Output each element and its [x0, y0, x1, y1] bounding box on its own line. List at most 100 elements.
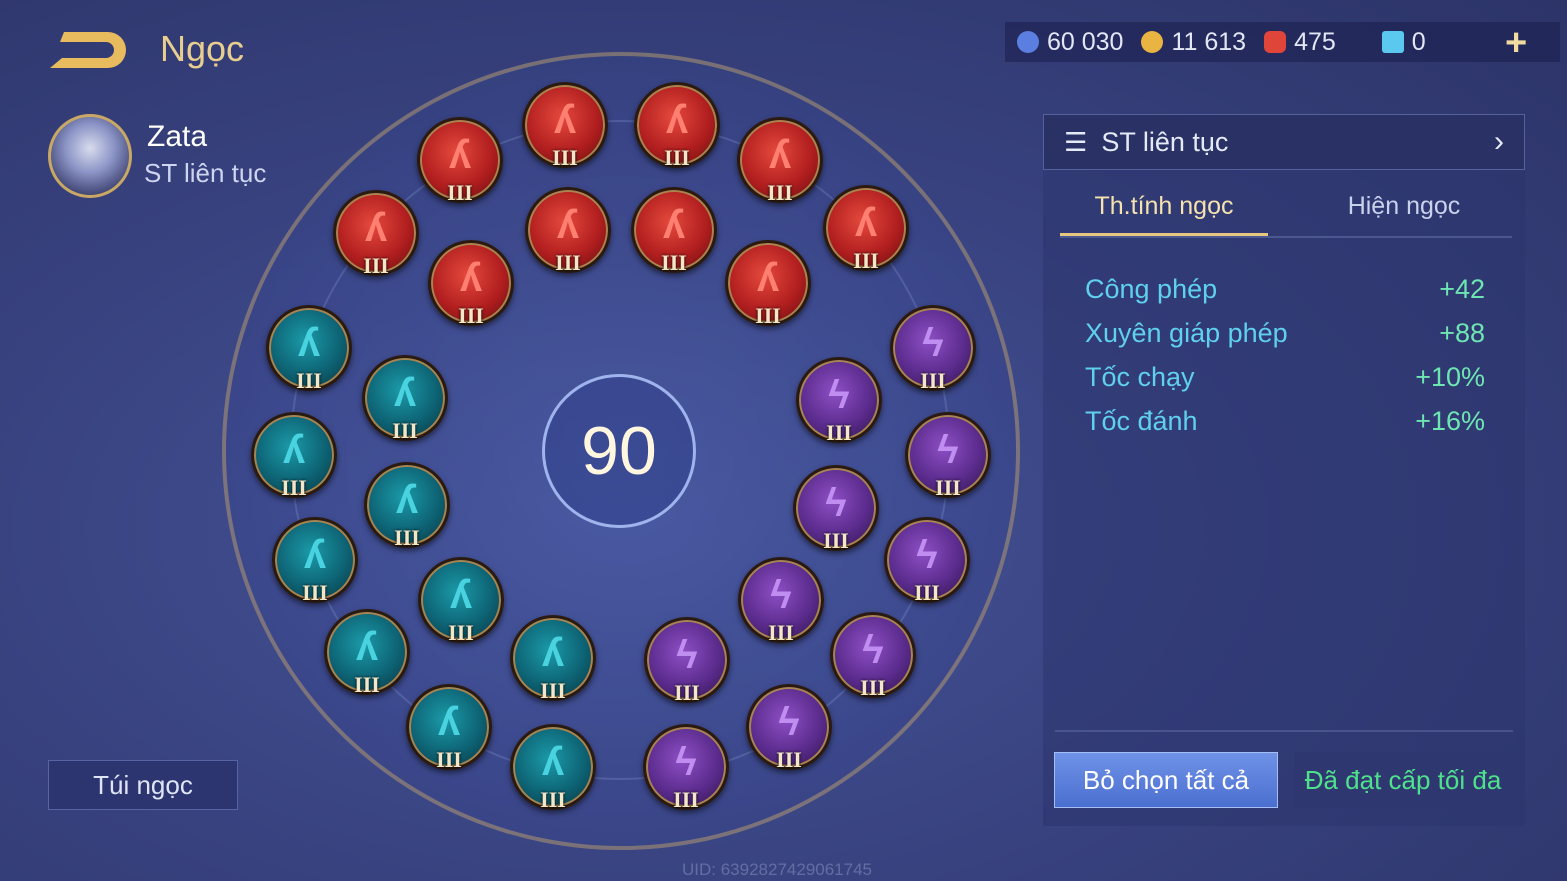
- gold-coin-icon: [1141, 31, 1164, 53]
- purple-gem-icon: ϟ: [916, 532, 938, 577]
- gem-level-label: III: [447, 180, 473, 205]
- red-gem-icon: ʎ: [459, 255, 483, 300]
- gem-slot-teal[interactable]: ʎ III: [251, 412, 337, 500]
- gem-slot-teal[interactable]: ʎ III: [406, 684, 492, 772]
- hero-name: Zata: [147, 120, 208, 153]
- card-icon: [1381, 31, 1404, 53]
- red-gem-icon: ʎ: [768, 132, 792, 177]
- gem-slot-teal[interactable]: ʎ III: [364, 462, 450, 550]
- gem-level-label: III: [674, 680, 700, 705]
- gem-level-label: III: [664, 145, 690, 170]
- hero-set-name: ST liên tục: [144, 158, 267, 188]
- gem-slot-red[interactable]: ʎ III: [428, 240, 514, 328]
- gem-slot-purple[interactable]: ϟ III: [746, 684, 832, 772]
- add-resource-button[interactable]: +: [1505, 22, 1528, 64]
- max-level-status: Đã đạt cấp tối đa: [1294, 752, 1512, 808]
- gem-level-label: III: [860, 675, 886, 700]
- red-gem-icon: ʎ: [662, 202, 686, 247]
- stat-value: +42: [1439, 274, 1485, 304]
- resource-value: 60 030: [1047, 27, 1124, 56]
- avatar[interactable]: [48, 114, 132, 198]
- gem-level-label: III: [768, 620, 794, 645]
- gem-slot-red[interactable]: ʎ III: [634, 82, 720, 170]
- gem-slot-purple[interactable]: ϟ III: [644, 617, 730, 705]
- gem-level-label: III: [767, 180, 793, 205]
- red-gem-icon: ʎ: [854, 200, 878, 245]
- gem-slot-teal[interactable]: ʎ III: [510, 724, 596, 812]
- unselect-all-button[interactable]: Bỏ chọn tất cả: [1054, 752, 1278, 808]
- gem-slot-purple[interactable]: ϟ III: [890, 305, 976, 393]
- gem-slot-teal[interactable]: ʎ III: [324, 609, 410, 697]
- teal-gem-icon: ʎ: [282, 427, 306, 472]
- gem-slot-purple[interactable]: ϟ III: [738, 557, 824, 645]
- gem-info-panel: [1043, 114, 1525, 826]
- gem-level-label: III: [540, 678, 566, 703]
- teal-gem-icon: ʎ: [297, 320, 321, 365]
- purple-gem-icon: ϟ: [828, 372, 850, 417]
- resource-card: 0: [1381, 27, 1426, 57]
- stat-value: +16%: [1415, 406, 1485, 436]
- gem-slot-teal[interactable]: ʎ III: [272, 517, 358, 605]
- gem-slot-teal[interactable]: ʎ III: [266, 305, 352, 393]
- teal-gem-icon: ʎ: [541, 630, 565, 675]
- resource-red-gem: 475: [1264, 28, 1336, 57]
- gem-slot-red[interactable]: ʎ III: [417, 117, 503, 205]
- gem-slot-purple[interactable]: ϟ III: [830, 612, 916, 700]
- gem-level-label: III: [555, 250, 581, 275]
- gem-slot-red[interactable]: ʎ III: [823, 185, 909, 273]
- gem-slot-purple[interactable]: ϟ III: [643, 724, 729, 812]
- gem-level-label: III: [394, 525, 420, 550]
- gem-slot-red[interactable]: ʎ III: [333, 190, 419, 278]
- stat-row: Xuyên giáp phép +88: [1085, 318, 1485, 349]
- gem-slot-purple[interactable]: ϟ III: [884, 517, 970, 605]
- gem-slot-purple[interactable]: ϟ III: [793, 465, 879, 553]
- teal-gem-icon: ʎ: [541, 739, 565, 784]
- gem-level-label: III: [436, 747, 462, 772]
- tab-gem-stats[interactable]: Th.tính ngọc: [1060, 192, 1268, 236]
- gem-bag-button[interactable]: Túi ngọc: [48, 760, 238, 810]
- stat-name: Công phép: [1085, 274, 1218, 304]
- stat-name: Tốc đánh: [1085, 406, 1198, 436]
- stat-value: +10%: [1415, 362, 1485, 392]
- stat-name: Tốc chạy: [1085, 362, 1195, 392]
- gem-level-label: III: [826, 420, 852, 445]
- resource-value: 11 613: [1171, 27, 1247, 56]
- stat-row: Công phép +42: [1085, 274, 1485, 305]
- back-arrow-icon[interactable]: [48, 28, 126, 70]
- gem-slot-purple[interactable]: ϟ III: [905, 412, 991, 500]
- blue-coin-icon: [1017, 31, 1039, 53]
- tab-show-gems[interactable]: Hiện ngọc: [1347, 192, 1461, 220]
- teal-gem-icon: ʎ: [449, 572, 473, 617]
- red-gem-icon: ʎ: [665, 97, 689, 142]
- purple-gem-icon: ϟ: [778, 699, 800, 744]
- stat-name: Xuyên giáp phép: [1085, 318, 1288, 348]
- resource-bar: 60 030 11 613 475 0: [1005, 22, 1560, 62]
- uid-label: UID: 6392827429061745: [682, 860, 872, 879]
- gem-slot-red[interactable]: ʎ III: [522, 82, 608, 170]
- gem-level-label: III: [920, 368, 946, 393]
- gem-level-label: III: [540, 787, 566, 812]
- gem-level-label: III: [448, 620, 474, 645]
- gem-slot-red[interactable]: ʎ III: [737, 117, 823, 205]
- purple-gem-icon: ϟ: [825, 480, 847, 525]
- gem-slot-red[interactable]: ʎ III: [525, 187, 611, 275]
- gem-level-label: III: [673, 787, 699, 812]
- purple-gem-icon: ϟ: [675, 739, 697, 784]
- purple-gem-icon: ϟ: [937, 427, 959, 472]
- purple-gem-icon: ϟ: [676, 632, 698, 677]
- gem-level-label: III: [823, 528, 849, 553]
- red-gem-icon: ʎ: [553, 97, 577, 142]
- gem-slot-red[interactable]: ʎ III: [631, 187, 717, 275]
- preset-selector[interactable]: ☰ ST liên tục ›: [1043, 114, 1525, 170]
- gem-slot-teal[interactable]: ʎ III: [418, 557, 504, 645]
- gem-level-label: III: [552, 145, 578, 170]
- purple-gem-icon: ϟ: [770, 572, 792, 617]
- gem-slot-red[interactable]: ʎ III: [725, 240, 811, 328]
- gem-slot-teal[interactable]: ʎ III: [362, 355, 448, 443]
- gem-level-label: III: [935, 475, 961, 500]
- gem-slot-teal[interactable]: ʎ III: [510, 615, 596, 703]
- resource-value: 0: [1411, 27, 1426, 56]
- teal-gem-icon: ʎ: [393, 370, 417, 415]
- gem-slot-purple[interactable]: ϟ III: [796, 357, 882, 445]
- page-title: Ngọc: [160, 28, 245, 69]
